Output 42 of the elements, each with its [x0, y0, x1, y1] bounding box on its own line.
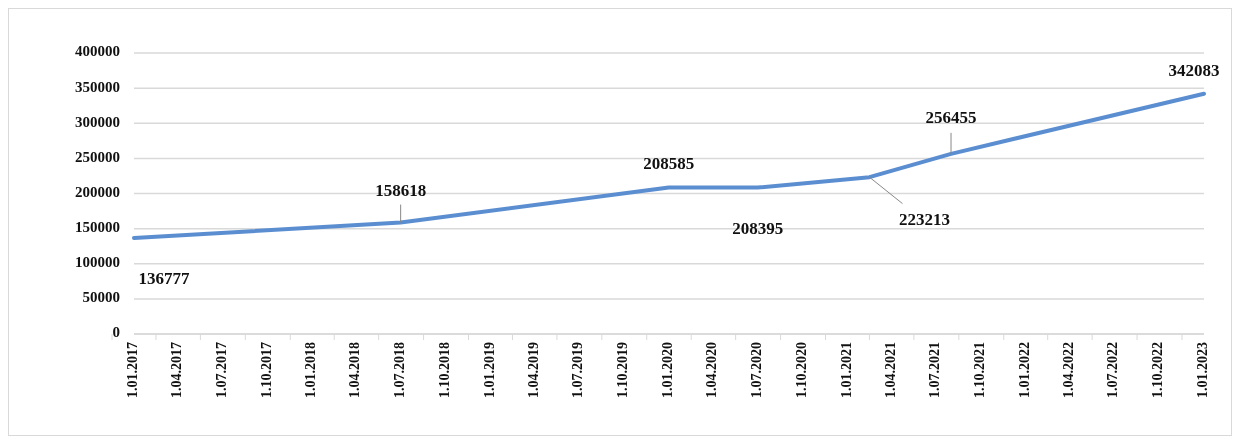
x-tick-label: 1.04.2022 — [1060, 342, 1076, 398]
x-tick-label: 1.01.2018 — [303, 342, 319, 398]
x-tick-label: 1.07.2020 — [748, 342, 764, 398]
x-tick-label: 1.01.2017 — [125, 342, 141, 398]
data-label: 136777 — [138, 268, 190, 288]
data-label: 223213 — [898, 210, 950, 230]
y-tick-label: 50000 — [82, 289, 120, 306]
x-tick-label: 1.01.2019 — [481, 342, 497, 398]
x-tick-label: 1.10.2021 — [972, 342, 988, 398]
x-tick-label: 1.04.2020 — [704, 342, 720, 398]
x-tick-label: 1.01.2021 — [838, 342, 854, 398]
x-tick-label: 1.07.2021 — [927, 342, 943, 398]
x-tick-label: 1.07.2018 — [391, 342, 407, 398]
x-tick-label: 1.10.2019 — [615, 342, 631, 398]
data-label: 256455 — [925, 107, 977, 127]
x-tick-label: 1.04.2018 — [347, 342, 363, 398]
x-tick-label: 1.10.2022 — [1150, 342, 1166, 398]
x-tick-label: 1.04.2021 — [882, 342, 898, 398]
x-tick-label: 1.01.2023 — [1195, 342, 1211, 398]
y-tick-label: 300000 — [75, 113, 120, 130]
x-tick-label: 1.04.2019 — [525, 342, 541, 398]
y-tick-label: 350000 — [75, 78, 120, 95]
x-tick-label: 1.10.2020 — [793, 342, 809, 398]
data-label: 342083 — [1168, 60, 1220, 80]
x-tick-label: 1.10.2017 — [258, 342, 274, 398]
y-tick-label: 400000 — [75, 43, 120, 60]
x-tick-label: 1.07.2022 — [1105, 342, 1121, 398]
y-tick-label: 200000 — [75, 183, 120, 200]
y-tick-label: 150000 — [75, 219, 120, 236]
x-tick-label: 1.01.2022 — [1016, 342, 1032, 398]
x-tick-label: 1.04.2017 — [169, 342, 185, 398]
data-label: 208585 — [643, 154, 695, 174]
data-label: 208395 — [732, 218, 784, 238]
x-tick-label: 1.07.2019 — [570, 342, 586, 398]
line-series — [132, 91, 1206, 240]
y-tick-label: 100000 — [75, 254, 120, 271]
x-tick-label: 1.07.2017 — [213, 342, 229, 398]
x-tick-label: 1.01.2020 — [659, 342, 675, 398]
y-tick-label: 0 — [112, 324, 120, 341]
x-tick-label: 1.10.2018 — [436, 342, 452, 398]
y-tick-label: 250000 — [75, 148, 120, 165]
data-label: 158618 — [375, 181, 427, 201]
